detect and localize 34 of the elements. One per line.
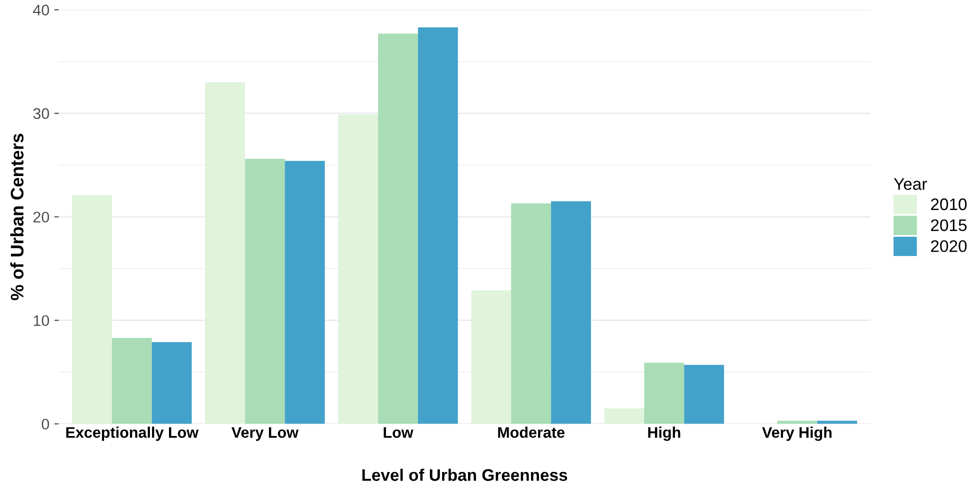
- bar: [684, 364, 724, 424]
- y-tick-label: 20: [33, 212, 50, 223]
- x-tick-label: Low: [384, 427, 414, 438]
- bar: [644, 362, 684, 424]
- bar: [378, 34, 418, 424]
- x-tick-label: Exceptionally Low: [66, 426, 199, 441]
- y-tick-label: 30: [33, 108, 50, 119]
- x-axis-title: Level of Urban Greenness: [362, 468, 568, 481]
- bar: [817, 420, 858, 424]
- bar: [418, 27, 458, 424]
- x-tick-label: Moderate: [498, 426, 565, 438]
- y-tick-label: 40: [33, 4, 50, 16]
- bar: [284, 160, 325, 424]
- bar: [244, 158, 285, 424]
- y-tick-label: 10: [34, 315, 50, 326]
- bar: [471, 290, 512, 424]
- y-tick-label: 0: [42, 418, 50, 430]
- x-tick-label: Very Low: [232, 427, 299, 441]
- x-tick-label: Very High: [762, 426, 832, 441]
- legend-label: 2010: [931, 198, 967, 210]
- bar: [777, 420, 818, 424]
- bar: [604, 408, 644, 424]
- legend-label: 2015: [931, 219, 967, 232]
- bar: [511, 203, 552, 424]
- y-axis-title: % of Urban Centers: [10, 134, 24, 300]
- bar: [112, 338, 152, 424]
- bar: [152, 342, 192, 424]
- legend-label: 2020: [931, 240, 967, 252]
- x-tick-label: High: [648, 426, 680, 441]
- bar: [72, 195, 112, 424]
- bar: [338, 114, 378, 424]
- bar: [205, 82, 245, 424]
- legend-title: Year: [894, 178, 927, 190]
- bar: [551, 201, 591, 424]
